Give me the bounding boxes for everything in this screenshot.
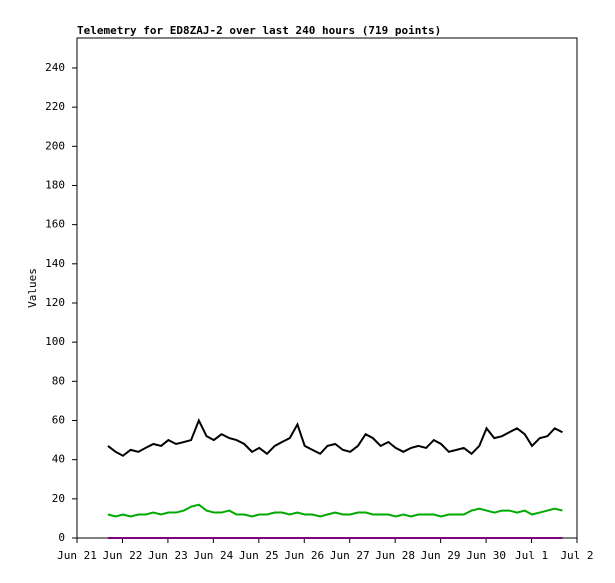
y-axis-label: Values: [26, 268, 39, 308]
x-tick-label: Jun 24: [193, 549, 233, 562]
chart-title: Telemetry for ED8ZAJ-2 over last 240 hou…: [77, 24, 441, 37]
x-tick-label: Jun 27: [330, 549, 370, 562]
y-tick-label: 100: [45, 335, 65, 348]
data-line: [107, 418, 563, 457]
y-tick-label: 0: [58, 531, 65, 544]
y-tick-label: 40: [52, 453, 65, 466]
y-tick-label: 180: [45, 178, 65, 191]
x-tick-label: Jun 22: [103, 549, 143, 562]
x-tick-label: Jun 29: [421, 549, 461, 562]
x-tick-label: Jun 23: [148, 549, 188, 562]
x-tick-label: Jul 2: [560, 549, 593, 562]
x-tick-label: Jun 21: [57, 549, 97, 562]
y-tick-label: 160: [45, 218, 65, 231]
x-tick-label: Jun 26: [284, 549, 324, 562]
y-tick-label: 220: [45, 100, 65, 113]
y-tick-label: 140: [45, 257, 65, 270]
y-tick-label: 200: [45, 139, 65, 152]
y-tick-label: 20: [52, 492, 65, 505]
y-tick-label: 240: [45, 61, 65, 74]
x-tick-label: Jun 30: [466, 549, 506, 562]
x-tick-label: Jul 1: [515, 549, 548, 562]
y-tick-label: 120: [45, 296, 65, 309]
y-tick-label: 80: [52, 374, 65, 387]
x-tick-label: Jun 28: [375, 549, 415, 562]
y-tick-label: 60: [52, 413, 65, 426]
x-tick-label: Jun 25: [239, 549, 279, 562]
data-line: [107, 503, 563, 518]
